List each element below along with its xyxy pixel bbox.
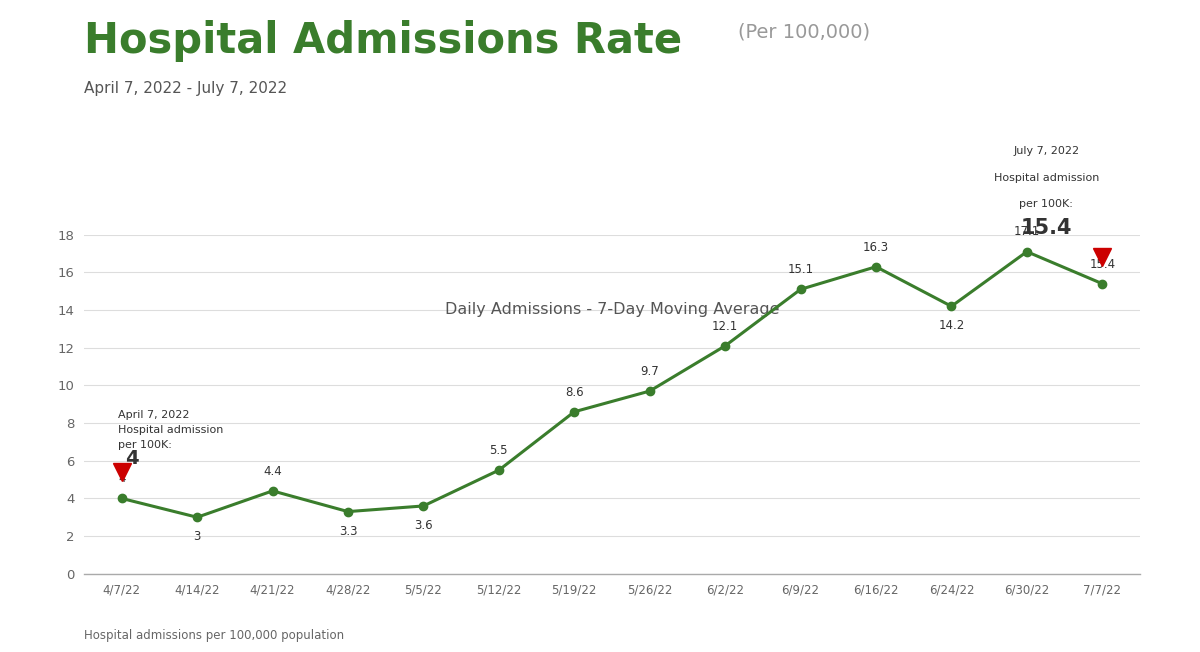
Text: 9.7: 9.7 bbox=[641, 365, 659, 378]
Text: 15.4: 15.4 bbox=[1090, 258, 1115, 271]
Text: April 7, 2022: April 7, 2022 bbox=[118, 410, 190, 421]
Text: 8.6: 8.6 bbox=[565, 385, 583, 398]
Text: 4: 4 bbox=[118, 472, 126, 485]
Text: 17.1: 17.1 bbox=[1014, 226, 1040, 239]
Text: Hospital admission: Hospital admission bbox=[118, 425, 223, 436]
Text: 15.4: 15.4 bbox=[1021, 218, 1072, 238]
Text: 3.3: 3.3 bbox=[338, 525, 358, 538]
Text: per 100K:: per 100K: bbox=[1020, 199, 1073, 209]
Text: Hospital admissions per 100,000 population: Hospital admissions per 100,000 populati… bbox=[84, 629, 344, 642]
Text: April 7, 2022 - July 7, 2022: April 7, 2022 - July 7, 2022 bbox=[84, 82, 287, 96]
Text: 14.2: 14.2 bbox=[938, 319, 965, 333]
Text: 12.1: 12.1 bbox=[712, 319, 738, 333]
Text: 3.6: 3.6 bbox=[414, 519, 433, 532]
Text: Hospital admission: Hospital admission bbox=[994, 173, 1099, 183]
Text: 16.3: 16.3 bbox=[863, 241, 889, 254]
Text: Daily Admissions - 7-Day Moving Average: Daily Admissions - 7-Day Moving Average bbox=[445, 302, 779, 317]
Text: 5.5: 5.5 bbox=[490, 444, 508, 457]
Text: per 100K:: per 100K: bbox=[118, 440, 172, 451]
Text: Hospital Admissions Rate: Hospital Admissions Rate bbox=[84, 20, 682, 61]
Text: (Per 100,000): (Per 100,000) bbox=[738, 23, 870, 42]
Text: 15.1: 15.1 bbox=[787, 263, 814, 276]
Text: July 7, 2022: July 7, 2022 bbox=[1013, 147, 1080, 156]
Text: 4.4: 4.4 bbox=[263, 465, 282, 478]
Text: 4: 4 bbox=[126, 449, 139, 468]
Text: 3: 3 bbox=[193, 531, 200, 543]
